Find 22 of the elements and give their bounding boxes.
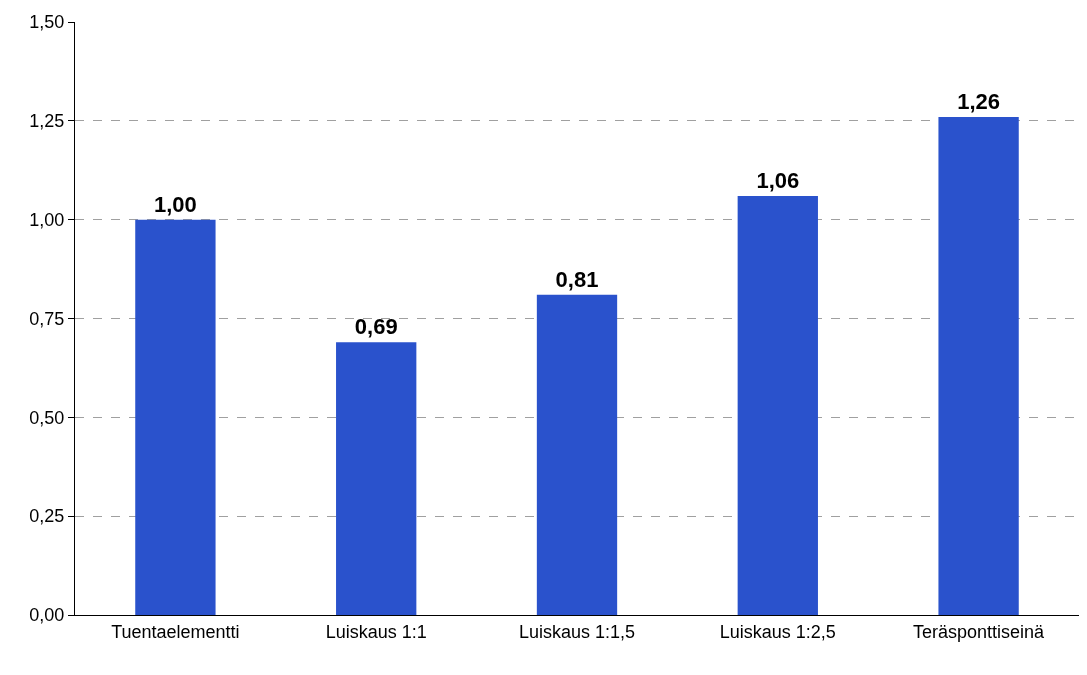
y-tick-label: 0,25 [29, 506, 65, 527]
data-label: 0,69 [354, 314, 398, 340]
data-label: 0,81 [555, 266, 599, 292]
x-tick-label: Luiskaus 1:1 [325, 621, 427, 642]
x-tick-label: Luiskaus 1:1,5 [518, 621, 636, 642]
y-tick-label: 1,25 [29, 111, 65, 132]
data-label: 1,00 [153, 191, 197, 217]
data-label: 1,06 [756, 167, 800, 193]
y-tick-label: 0,75 [29, 308, 65, 329]
y-tick-label: 1,50 [29, 12, 65, 33]
data-label: 1,26 [957, 88, 1001, 114]
x-tick-label: Tuentaelementti [111, 621, 240, 642]
bar [135, 219, 216, 615]
y-tick-label: 0,00 [29, 605, 65, 626]
x-tick-label: Luiskaus 1:2,5 [719, 621, 836, 642]
bar [336, 342, 417, 615]
y-tick-label: 1,00 [29, 209, 65, 230]
bar [536, 294, 618, 615]
bar [938, 116, 1019, 615]
bar [737, 195, 818, 615]
x-tick-label: Teräsponttiseinä [913, 621, 1046, 642]
y-tick-label: 0,50 [29, 407, 65, 428]
